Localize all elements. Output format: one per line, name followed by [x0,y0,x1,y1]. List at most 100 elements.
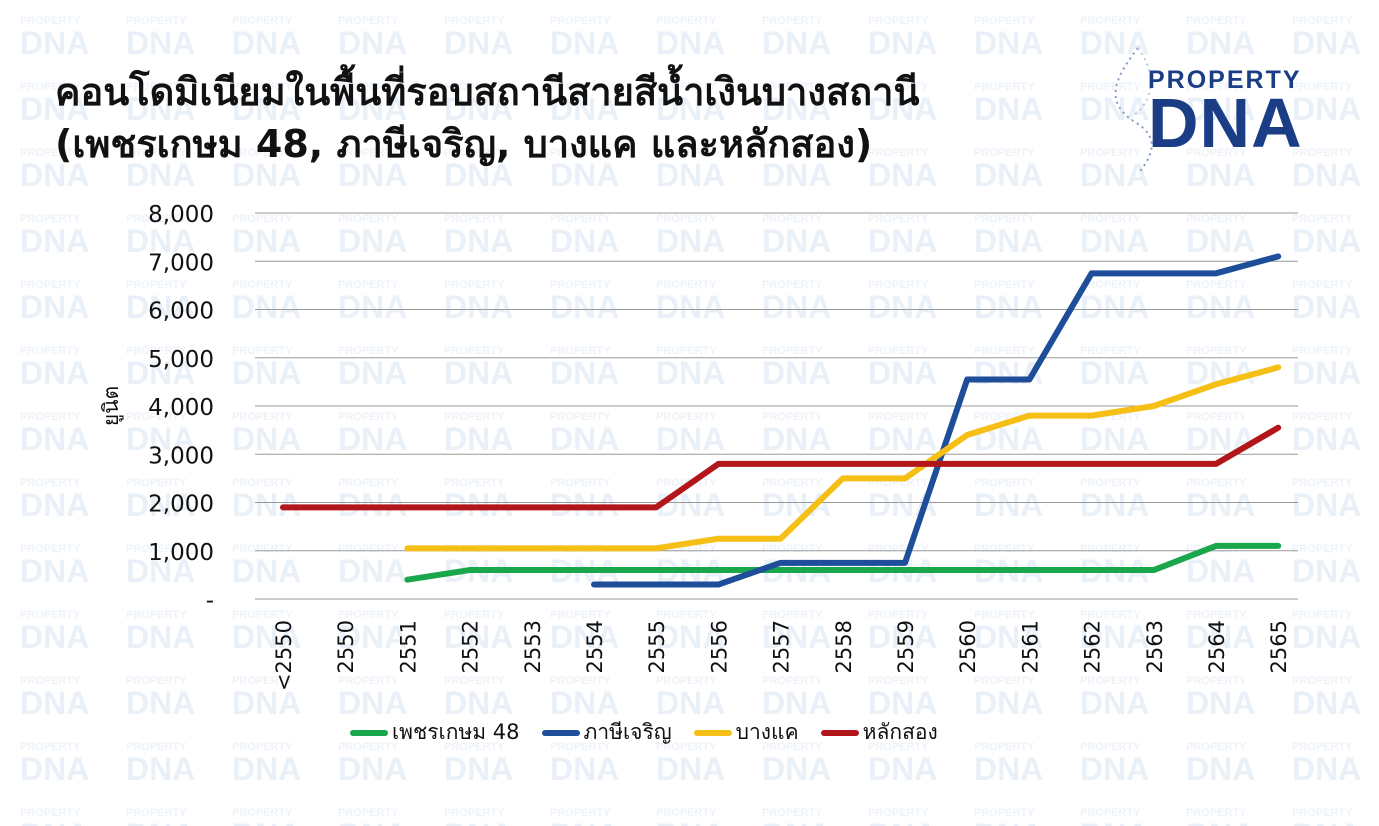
watermark-tile: DNA [762,91,831,127]
y-tick-label: 1,000 [148,540,214,566]
watermark-tile: DNA [868,289,937,325]
watermark-tile: PROPERTY [1186,15,1247,27]
watermark-tile: PROPERTY [550,213,611,225]
watermark-tile: PROPERTY [338,675,399,687]
watermark-tile: DNA [126,355,195,391]
chart-title: คอนโดมิเนียมในพื้นที่รอบสถานีสายสีน้ำเงิ… [55,66,919,170]
watermark-tile: DNA [762,289,831,325]
watermark-tile: PROPERTY [550,807,611,819]
watermark-tile: PROPERTY [232,213,293,225]
watermark-tile: DNA [126,91,195,127]
watermark-tile: PROPERTY [1292,411,1353,423]
watermark-tile: DNA [126,421,195,457]
watermark-tile: PROPERTY [232,741,293,753]
watermark-tile: PROPERTY [868,741,929,753]
watermark-tile: PROPERTY [20,345,81,357]
watermark-tile: PROPERTY [762,543,823,555]
watermark-tile: PROPERTY [1186,741,1247,753]
watermark-tile: PROPERTY [20,15,81,27]
watermark-tile: PROPERTY [126,411,187,423]
watermark-tile: PROPERTY [974,345,1035,357]
watermark-tile: PROPERTY [232,411,293,423]
watermark-tile: DNA [1186,817,1255,826]
watermark-tile: PROPERTY [1080,213,1141,225]
watermark-tile: DNA [126,817,195,826]
watermark-tile: PROPERTY [550,345,611,357]
watermark-tile: PROPERTY [974,675,1035,687]
watermark-tile: DNA [1186,553,1255,589]
x-tick-label: 2559 [894,620,918,673]
x-tick-label: 2555 [645,620,669,673]
watermark-tile: DNA [868,157,937,193]
legend-label: หลักสอง [862,720,938,744]
watermark-tile: PROPERTY [974,213,1035,225]
watermark-tile: DNA [1186,751,1255,787]
watermark-tile: PROPERTY [444,741,505,753]
watermark-tile: PROPERTY [444,477,505,489]
watermark-tile: PROPERTY [762,15,823,27]
watermark-tile: PROPERTY [762,609,823,621]
watermark-tile: PROPERTY [656,741,717,753]
watermark-tile: PROPERTY [550,81,611,93]
watermark-tile: PROPERTY [444,807,505,819]
watermark-tile: PROPERTY [20,279,81,291]
watermark-tile: DNA [1292,685,1361,721]
watermark-tile: PROPERTY [762,675,823,687]
watermark-tile: DNA [20,619,89,655]
watermark-tile: DNA [338,751,407,787]
watermark-tile: DNA [868,355,937,391]
watermark-tile: PROPERTY [20,147,81,159]
watermark-tile: PROPERTY [338,345,399,357]
watermark-tile: DNA [974,685,1043,721]
watermark-tile: DNA [762,421,831,457]
watermark-tile: DNA [338,157,407,193]
watermark-tile: DNA [126,553,195,589]
watermark-tile: DNA [232,619,301,655]
watermark-tile: DNA [974,289,1043,325]
watermark-tile: DNA [656,223,725,259]
watermark-tile: DNA [1080,355,1149,391]
watermark-tile: DNA [1186,91,1255,127]
watermark-tile: PROPERTY [338,807,399,819]
watermark-tile: DNA [656,421,725,457]
watermark-tile: PROPERTY [656,213,717,225]
watermark-tile: PROPERTY [1186,81,1247,93]
watermark-tile: DNA [126,223,195,259]
watermark-tile: PROPERTY [20,807,81,819]
watermark-tile: DNA [1080,223,1149,259]
watermark-tile: DNA [232,25,301,61]
watermark-tile: DNA [550,223,619,259]
watermark-tile: PROPERTY [974,543,1035,555]
watermark-tile: DNA [444,619,513,655]
series-line [280,424,1282,511]
watermark-tile: PROPERTY [762,213,823,225]
watermark-tile: PROPERTY [232,147,293,159]
watermark-tile: DNA [868,91,937,127]
watermark-tile: DNA [232,157,301,193]
watermark-tile: PROPERTY [444,411,505,423]
y-tick-label: 7,000 [148,250,214,276]
watermark-tile: PROPERTY [444,213,505,225]
watermark-tile: DNA [1292,25,1361,61]
watermark-tile: PROPERTY [974,147,1035,159]
watermark-tile: PROPERTY [762,741,823,753]
watermark-tile: PROPERTY [550,675,611,687]
watermark-tile: DNA [232,817,301,826]
watermark-tile: PROPERTY [232,609,293,621]
x-tick-label: 2565 [1267,620,1291,673]
watermark-tile: DNA [656,751,725,787]
watermark-tile: PROPERTY [974,807,1035,819]
chart-series [280,253,1282,588]
watermark-tile: DNA [974,91,1043,127]
x-tick-label: 2556 [707,620,731,673]
watermark-tile: DNA [762,685,831,721]
watermark-tile: DNA [1186,487,1255,523]
y-tick-label: 3,000 [148,443,214,469]
watermark-tile: DNA [974,223,1043,259]
watermark-tile: DNA [20,751,89,787]
watermark-tile: DNA [1080,289,1149,325]
watermark-tile: DNA [338,289,407,325]
watermark-tile: PROPERTY [126,741,187,753]
watermark-tile: DNA [1080,157,1149,193]
watermark-tile: PROPERTY [1292,741,1353,753]
